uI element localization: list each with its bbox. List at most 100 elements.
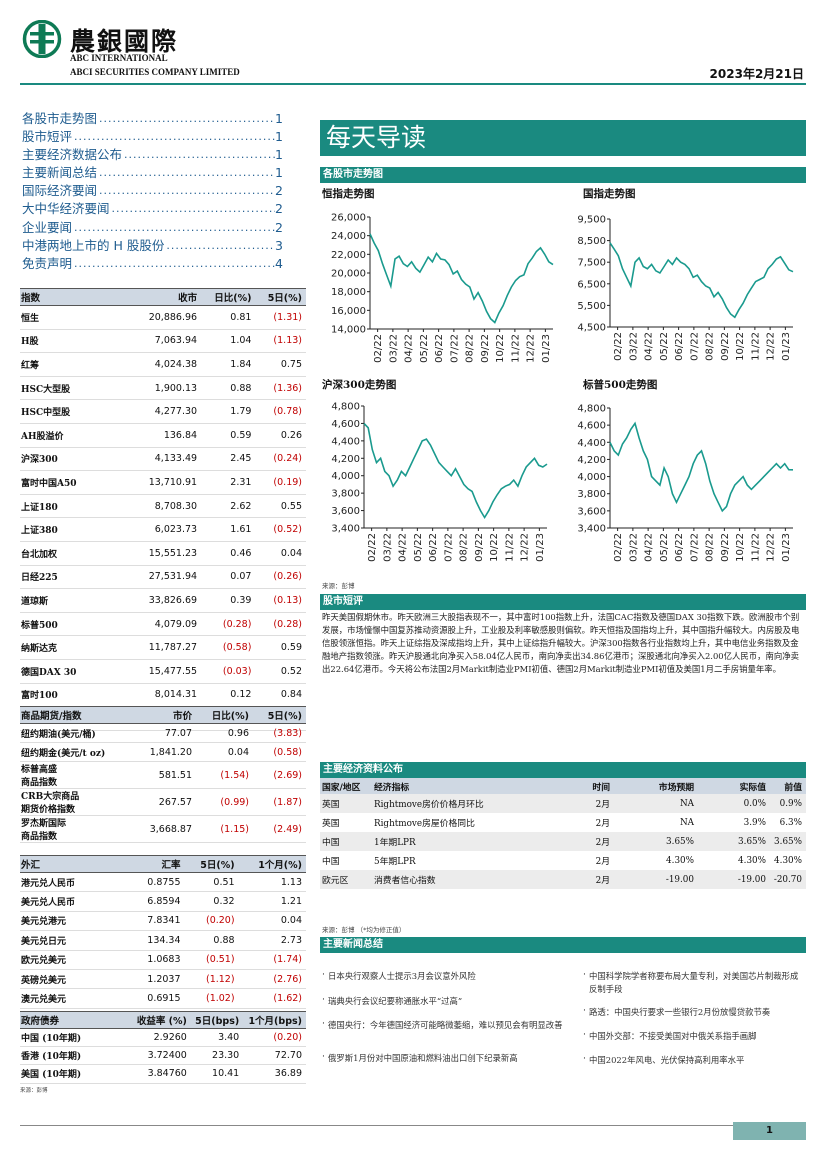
x-tick-label: 07/22 bbox=[449, 334, 460, 363]
table-cell: 罗杰斯国际 商品指数 bbox=[20, 815, 132, 843]
y-tick-label: 18,000 bbox=[331, 287, 366, 298]
table-cell: 富时中国A50 bbox=[20, 470, 132, 495]
bullet-icon: · bbox=[583, 970, 586, 980]
table-cell: 0.52 bbox=[255, 659, 306, 684]
table-cell: 日经225 bbox=[20, 565, 132, 590]
col-header: 实际值 bbox=[698, 778, 770, 794]
economic-data-table: 国家/地区 经济指标 时间 市场预期 实际值 前值 英国 Rightmove房价价格月环比 2月… bbox=[320, 778, 806, 889]
bullet-icon: · bbox=[322, 970, 325, 980]
col-header: 5日(%) bbox=[184, 855, 239, 873]
toc-label: 中港两地上市的 H 股股份 bbox=[22, 237, 165, 253]
table-cell: (0.24) bbox=[255, 447, 306, 472]
bonds-table: 政府债券 收益率 (%) 5日(bps) 1个月(bps) 中国 (10年期) 2.926… bbox=[20, 1011, 306, 1084]
x-tick-label: 01/23 bbox=[781, 332, 792, 361]
table-row: 香港 (10年期) 3.72400 23.30 72.70 bbox=[20, 1046, 306, 1066]
table-cell: 4,079.09 bbox=[132, 612, 202, 637]
table-cell: 美元兑日元 bbox=[20, 930, 132, 951]
x-tick-label: 02/22 bbox=[367, 533, 378, 562]
col-header: 收益率 (%) bbox=[132, 1011, 191, 1029]
table-cell: 2月 bbox=[542, 794, 614, 813]
col-header: 5日(%) bbox=[255, 288, 306, 306]
toc-page: 1 bbox=[275, 111, 283, 126]
toc-link[interactable]: 各股市走势图..................................… bbox=[22, 110, 283, 128]
x-tick-label: 04/22 bbox=[398, 533, 409, 562]
toc-link[interactable]: 国际经济要闻..................................… bbox=[22, 182, 283, 200]
table-cell: 1,841.20 bbox=[132, 742, 197, 762]
table-cell: 5年期LPR bbox=[374, 857, 416, 867]
toc-link[interactable]: 免责声明....................................… bbox=[22, 255, 283, 273]
table-cell: 20,886.96 bbox=[132, 305, 202, 330]
table-cell: 36.89 bbox=[243, 1064, 306, 1084]
news-item: 中国2022年风电、光伏保持高利用率水平 bbox=[589, 1055, 745, 1065]
table-row: 上证180 8,708.30 2.62 0.55 bbox=[20, 494, 306, 519]
col-header: 国家/地区 bbox=[320, 778, 372, 794]
table-row: 罗杰斯国际 商品指数 3,668.87 (1.15) (2.49) bbox=[20, 815, 306, 843]
x-tick-label: 03/22 bbox=[628, 332, 639, 361]
table-cell: 0.51 bbox=[184, 872, 239, 893]
toc-link[interactable]: 主要经济数据公布................................… bbox=[22, 146, 283, 164]
bullet-icon: · bbox=[322, 1019, 325, 1029]
table-cell: 美国 (10年期) bbox=[20, 1064, 132, 1084]
table-cell: 0.88 bbox=[201, 376, 256, 401]
series-line bbox=[363, 422, 548, 520]
toc-link[interactable]: 股市短评....................................… bbox=[22, 128, 283, 146]
fx-table: 外汇 汇率 5日(%) 1个月(%) 港元兑人民币 0.8755 0.51 1.13 美元兑人民… bbox=[20, 855, 306, 1009]
table-cell: 2月 bbox=[542, 832, 614, 851]
table-cell: 0.26 bbox=[255, 423, 306, 448]
y-tick-label: 14,000 bbox=[331, 325, 366, 336]
table-cell: 1,900.13 bbox=[132, 376, 202, 401]
col-header: 1个月(%) bbox=[238, 855, 306, 873]
toc-dots: ........................................… bbox=[74, 130, 276, 144]
table-cell: 1.13 bbox=[238, 872, 306, 893]
table-cell: (0.13) bbox=[255, 588, 306, 613]
table-cell: CRB大宗商品 期货价格指数 bbox=[20, 788, 132, 816]
logo-chinese: 農銀國際 bbox=[70, 27, 179, 56]
table-cell: 0.96 bbox=[196, 723, 253, 743]
table-cell: 上证180 bbox=[20, 494, 132, 519]
y-tick-label: 4,500 bbox=[577, 323, 606, 334]
table-cell: 267.57 bbox=[132, 788, 197, 816]
table-cell: 2.62 bbox=[201, 494, 256, 519]
x-tick-label: 04/22 bbox=[404, 334, 415, 363]
toc-link[interactable]: 大中华经济要闻.................................… bbox=[22, 200, 283, 218]
logo-english: ABC INTERNATIONAL bbox=[70, 53, 168, 63]
toc-label: 免责声明 bbox=[22, 255, 73, 271]
table-cell: (0.26) bbox=[255, 565, 306, 590]
toc-link[interactable]: 企业要闻....................................… bbox=[22, 219, 283, 237]
table-cell: 2.45 bbox=[201, 447, 256, 472]
table-row: 美元兑人民币 6.8594 0.32 1.21 bbox=[20, 891, 306, 912]
table-cell: 道琼斯 bbox=[20, 588, 132, 613]
news-item: 俄罗斯1月份对中国原油和燃料油出口创下纪录新高 bbox=[328, 1053, 518, 1063]
table-cell: 2.9260 bbox=[132, 1028, 191, 1048]
table-cell: 1.2037 bbox=[132, 969, 185, 990]
table-row: CRB大宗商品 期货价格指数 267.57 (0.99) (1.87) bbox=[20, 788, 306, 816]
table-row: 富时100 8,014.31 0.12 0.84 bbox=[20, 683, 306, 708]
bullet-icon: · bbox=[583, 1030, 586, 1040]
toc-link[interactable]: 中港两地上市的 H 股股份...........................… bbox=[22, 237, 283, 255]
table-cell: 欧元兑美元 bbox=[20, 950, 132, 970]
table-cell: 标普500 bbox=[20, 612, 132, 637]
table-cell: 澳元兑美元 bbox=[20, 988, 132, 1009]
table-row: 标普高盛 商品指数 581.51 (1.54) (2.69) bbox=[20, 761, 306, 789]
table-row: 恒生 20,886.96 0.81 (1.31) bbox=[20, 305, 306, 330]
header-rule bbox=[20, 83, 806, 85]
x-tick-label: 12/22 bbox=[520, 533, 531, 562]
table-cell: 0.04 bbox=[196, 742, 253, 762]
table-cell: (0.99) bbox=[196, 788, 253, 816]
table-cell: 0.75 bbox=[255, 352, 306, 377]
table-cell: 欧元区 bbox=[320, 870, 372, 889]
x-tick-label: 11/22 bbox=[510, 334, 521, 363]
page-number: 1 bbox=[733, 1122, 806, 1140]
table-cell: 纽约期油(美元/桶) bbox=[20, 723, 132, 743]
col-header: 汇率 bbox=[132, 855, 185, 873]
table-cell: 0.0% bbox=[698, 794, 770, 813]
table-cell: 15,477.55 bbox=[132, 659, 202, 684]
table-cell: (2.76) bbox=[238, 969, 306, 990]
col-header: 商品期货/指数 bbox=[20, 706, 132, 724]
y-tick-label: 9,500 bbox=[577, 215, 606, 226]
table-cell: 0.46 bbox=[201, 541, 256, 566]
chart-title-hsi: 恒指走势图 bbox=[322, 188, 375, 200]
toc-link[interactable]: 主要新闻总结..................................… bbox=[22, 164, 283, 182]
eco-source: 来源：彭博 （*均为修正值） bbox=[322, 926, 406, 934]
table-cell: Rightmove房价价格月环比 bbox=[372, 794, 542, 813]
